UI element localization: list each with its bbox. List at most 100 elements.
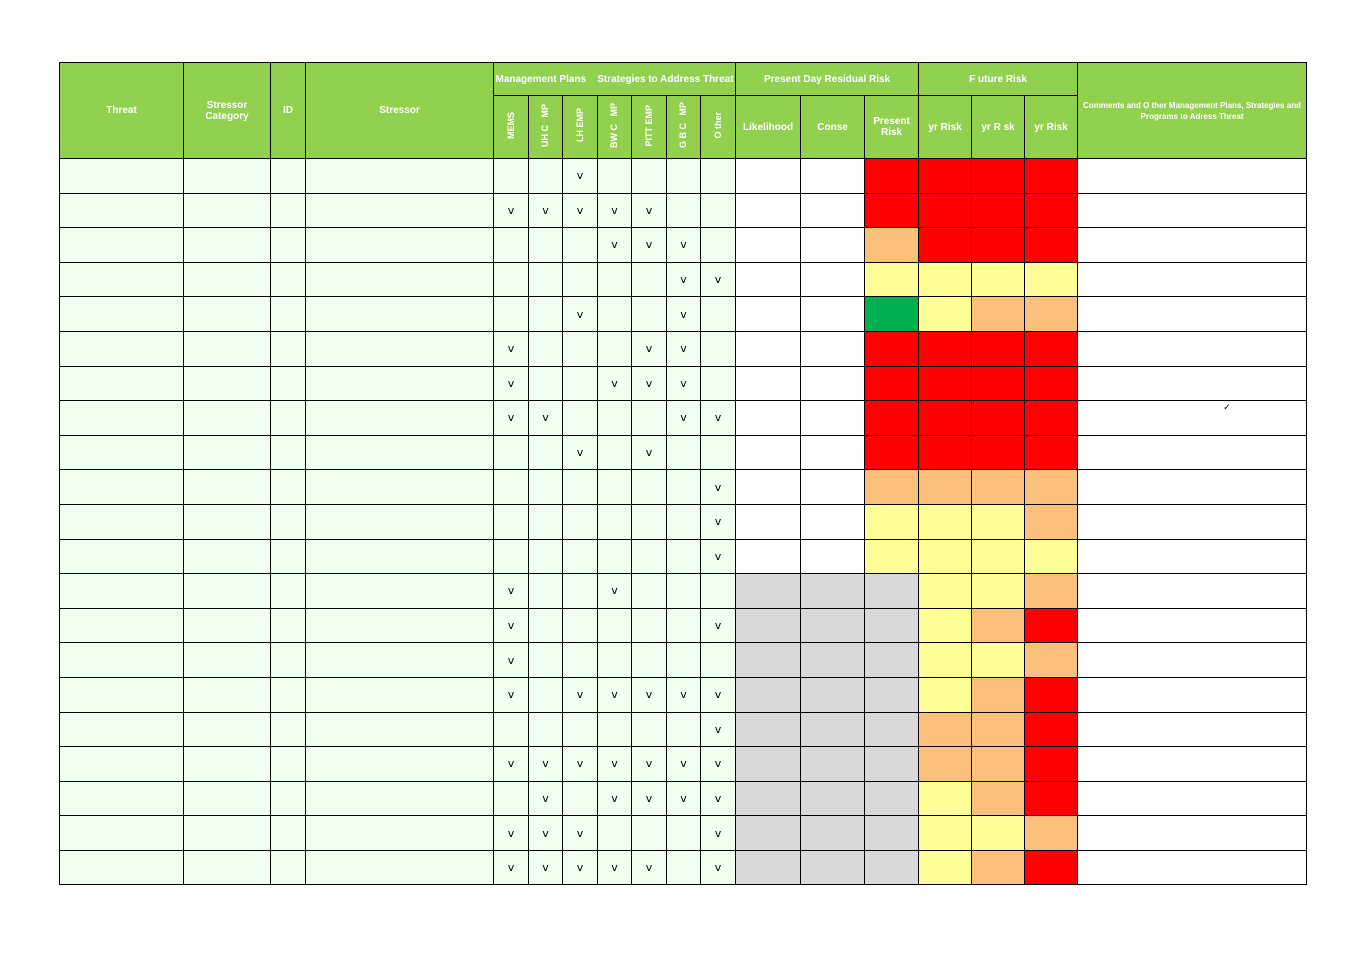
present-risk-cell[interactable]: [864, 296, 920, 332]
id-cell[interactable]: [270, 573, 306, 609]
comment-cell[interactable]: [1077, 676, 1308, 713]
stressor-cell[interactable]: [305, 642, 494, 678]
comment-cell[interactable]: [1077, 192, 1308, 229]
future-risk-cell[interactable]: [918, 227, 973, 263]
plan-check-cell[interactable]: v: [493, 815, 529, 851]
comment-cell[interactable]: [1077, 261, 1308, 298]
comment-cell[interactable]: [1077, 607, 1308, 644]
conse-cell[interactable]: [800, 849, 866, 886]
stressor-category-cell[interactable]: [183, 296, 271, 332]
plan-check-cell[interactable]: [597, 503, 632, 540]
future-risk-cell[interactable]: [1024, 573, 1079, 609]
likelihood-cell[interactable]: [735, 815, 802, 851]
plan-check-cell[interactable]: [528, 538, 563, 575]
stressor-cell[interactable]: [305, 746, 494, 782]
plan-check-cell[interactable]: [493, 503, 529, 540]
comment-cell[interactable]: [1077, 296, 1308, 332]
likelihood-cell[interactable]: [735, 711, 802, 748]
future-risk-cell[interactable]: [918, 780, 973, 817]
stressor-category-cell[interactable]: [183, 849, 271, 886]
present-risk-cell[interactable]: [864, 400, 920, 436]
future-risk-cell[interactable]: [1024, 158, 1079, 194]
future-risk-cell[interactable]: [918, 192, 973, 229]
threat-cell[interactable]: [59, 503, 184, 540]
stressor-category-cell[interactable]: [183, 434, 271, 471]
likelihood-cell[interactable]: [735, 607, 802, 644]
plan-check-cell[interactable]: [562, 365, 598, 402]
future-risk-cell[interactable]: [918, 538, 973, 575]
conse-cell[interactable]: [800, 400, 866, 436]
plan-check-cell[interactable]: [597, 815, 632, 851]
plan-check-cell[interactable]: [528, 434, 563, 471]
stressor-cell[interactable]: [305, 330, 494, 367]
likelihood-cell[interactable]: [735, 538, 802, 575]
future-risk-cell[interactable]: [918, 503, 973, 540]
stressor-category-cell[interactable]: [183, 642, 271, 678]
future-risk-cell[interactable]: [1024, 261, 1079, 298]
threat-cell[interactable]: [59, 400, 184, 436]
future-risk-cell[interactable]: [918, 330, 973, 367]
stressor-category-cell[interactable]: [183, 780, 271, 817]
plan-check-cell[interactable]: v: [597, 227, 632, 263]
future-risk-cell[interactable]: [918, 434, 973, 471]
conse-cell[interactable]: [800, 676, 866, 713]
plan-check-cell[interactable]: v: [666, 330, 701, 367]
future-risk-cell[interactable]: [971, 607, 1026, 644]
id-cell[interactable]: [270, 192, 306, 229]
future-risk-cell[interactable]: [971, 573, 1026, 609]
stressor-cell[interactable]: [305, 365, 494, 402]
present-risk-cell[interactable]: [864, 469, 920, 505]
id-cell[interactable]: [270, 261, 306, 298]
future-risk-cell[interactable]: [1024, 469, 1079, 505]
plan-check-cell[interactable]: [528, 711, 563, 748]
comment-cell[interactable]: [1077, 815, 1308, 851]
plan-check-cell[interactable]: [597, 607, 632, 644]
plan-check-cell[interactable]: [562, 642, 598, 678]
plan-check-cell[interactable]: [666, 538, 701, 575]
present-risk-cell[interactable]: [864, 434, 920, 471]
threat-cell[interactable]: [59, 607, 184, 644]
plan-check-cell[interactable]: [528, 676, 563, 713]
stressor-category-cell[interactable]: [183, 676, 271, 713]
plan-check-cell[interactable]: [597, 296, 632, 332]
stressor-category-cell[interactable]: [183, 538, 271, 575]
conse-cell[interactable]: [800, 227, 866, 263]
stressor-category-cell[interactable]: [183, 365, 271, 402]
stressor-category-cell[interactable]: [183, 815, 271, 851]
stressor-category-cell[interactable]: [183, 330, 271, 367]
plan-check-cell[interactable]: [597, 400, 632, 436]
plan-check-cell[interactable]: [631, 711, 667, 748]
comment-cell[interactable]: [1077, 365, 1308, 402]
plan-check-cell[interactable]: v: [631, 849, 667, 886]
likelihood-cell[interactable]: [735, 296, 802, 332]
plan-check-cell[interactable]: [562, 780, 598, 817]
present-risk-cell[interactable]: [864, 607, 920, 644]
likelihood-cell[interactable]: [735, 434, 802, 471]
threat-cell[interactable]: [59, 711, 184, 748]
plan-check-cell[interactable]: [562, 538, 598, 575]
likelihood-cell[interactable]: [735, 261, 802, 298]
future-risk-cell[interactable]: [918, 849, 973, 886]
future-risk-cell[interactable]: [918, 607, 973, 644]
plan-check-cell[interactable]: [631, 261, 667, 298]
plan-check-cell[interactable]: [699, 227, 737, 263]
future-risk-cell[interactable]: [971, 746, 1026, 782]
plan-check-cell[interactable]: v: [699, 503, 737, 540]
id-cell[interactable]: [270, 815, 306, 851]
comment-cell[interactable]: [1077, 503, 1308, 540]
stressor-cell[interactable]: [305, 538, 494, 575]
plan-check-cell[interactable]: [562, 711, 598, 748]
plan-check-cell[interactable]: [562, 330, 598, 367]
plan-check-cell[interactable]: [562, 227, 598, 263]
plan-check-cell[interactable]: v: [528, 192, 563, 229]
likelihood-cell[interactable]: [735, 469, 802, 505]
conse-cell[interactable]: [800, 711, 866, 748]
present-risk-cell[interactable]: [864, 503, 920, 540]
stressor-cell[interactable]: [305, 261, 494, 298]
likelihood-cell[interactable]: [735, 642, 802, 678]
id-cell[interactable]: [270, 780, 306, 817]
plan-check-cell[interactable]: [666, 849, 701, 886]
plan-check-cell[interactable]: v: [699, 815, 737, 851]
id-cell[interactable]: [270, 158, 306, 194]
id-cell[interactable]: [270, 434, 306, 471]
